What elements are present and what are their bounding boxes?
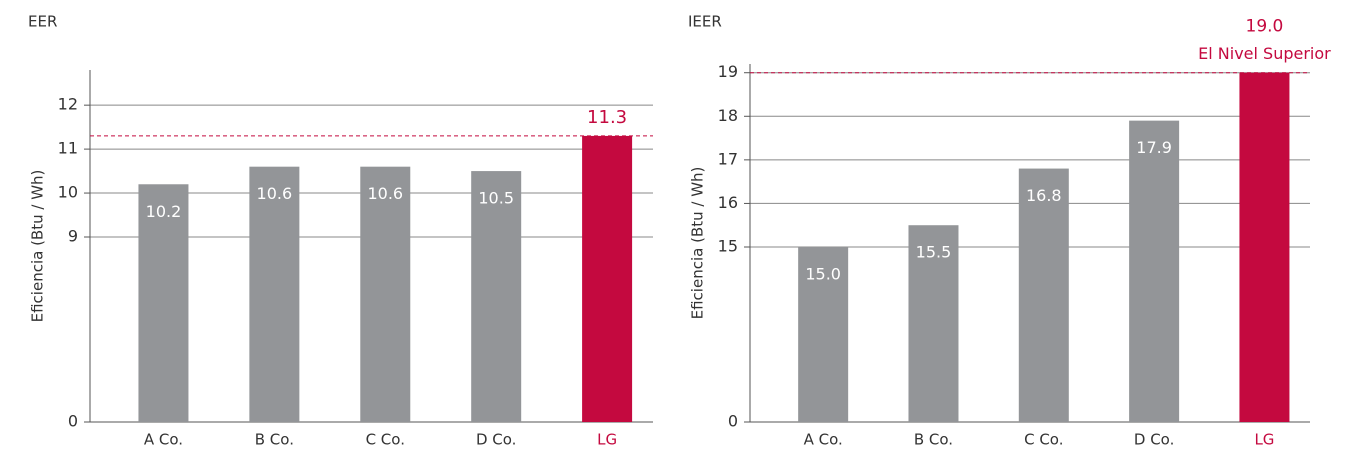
bar (249, 166, 300, 422)
x-tick-label: D Co. (476, 431, 516, 449)
bar (1129, 120, 1180, 423)
value-label: 10.6 (257, 184, 293, 203)
chart-title: EER (28, 13, 57, 31)
x-tick-label: C Co. (366, 431, 405, 449)
x-tick-label: D Co. (1134, 431, 1174, 449)
bar (582, 135, 633, 422)
x-tick-label: A Co. (804, 431, 843, 449)
bar (138, 184, 189, 422)
x-tick-label: B Co. (255, 431, 294, 449)
y-tick-label: 0 (68, 412, 78, 431)
bar (1018, 168, 1069, 422)
value-label: 17.9 (1136, 138, 1172, 157)
value-label: 11.3 (587, 107, 627, 128)
bar (798, 247, 849, 422)
value-label: 10.2 (146, 202, 182, 221)
value-label: 10.5 (478, 189, 514, 208)
y-tick-label: 18 (718, 106, 738, 125)
y-tick-label: 0 (728, 412, 738, 431)
y-tick-label: 12 (58, 95, 78, 114)
x-tick-label: LG (597, 431, 617, 449)
annotation: El Nivel Superior (1198, 44, 1331, 63)
y-axis-label: Eficiencia (Btu / Wh) (29, 170, 47, 323)
y-tick-label: 9 (68, 227, 78, 246)
y-tick-label: 10 (58, 183, 78, 202)
x-tick-label: C Co. (1024, 431, 1063, 449)
value-label: 10.6 (367, 184, 403, 203)
y-tick-label: 11 (58, 139, 78, 158)
x-tick-label: LG (1254, 431, 1274, 449)
y-tick-label: 17 (718, 149, 738, 168)
y-tick-label: 19 (718, 62, 738, 81)
y-tick-label: 16 (718, 193, 738, 212)
x-tick-label: B Co. (914, 431, 953, 449)
y-tick-label: 15 (718, 237, 738, 256)
bar (471, 171, 522, 422)
value-label: 15.5 (916, 243, 952, 262)
bar (360, 166, 411, 422)
y-axis-label: Eficiencia (Btu / Wh) (689, 167, 707, 320)
value-label: 15.0 (805, 265, 841, 284)
value-label: 19.0 (1246, 17, 1284, 37)
chart-title: IEER (688, 13, 722, 31)
x-tick-label: A Co. (144, 431, 183, 449)
value-label: 16.8 (1026, 186, 1062, 205)
bar (908, 225, 959, 422)
bar (1239, 72, 1290, 422)
